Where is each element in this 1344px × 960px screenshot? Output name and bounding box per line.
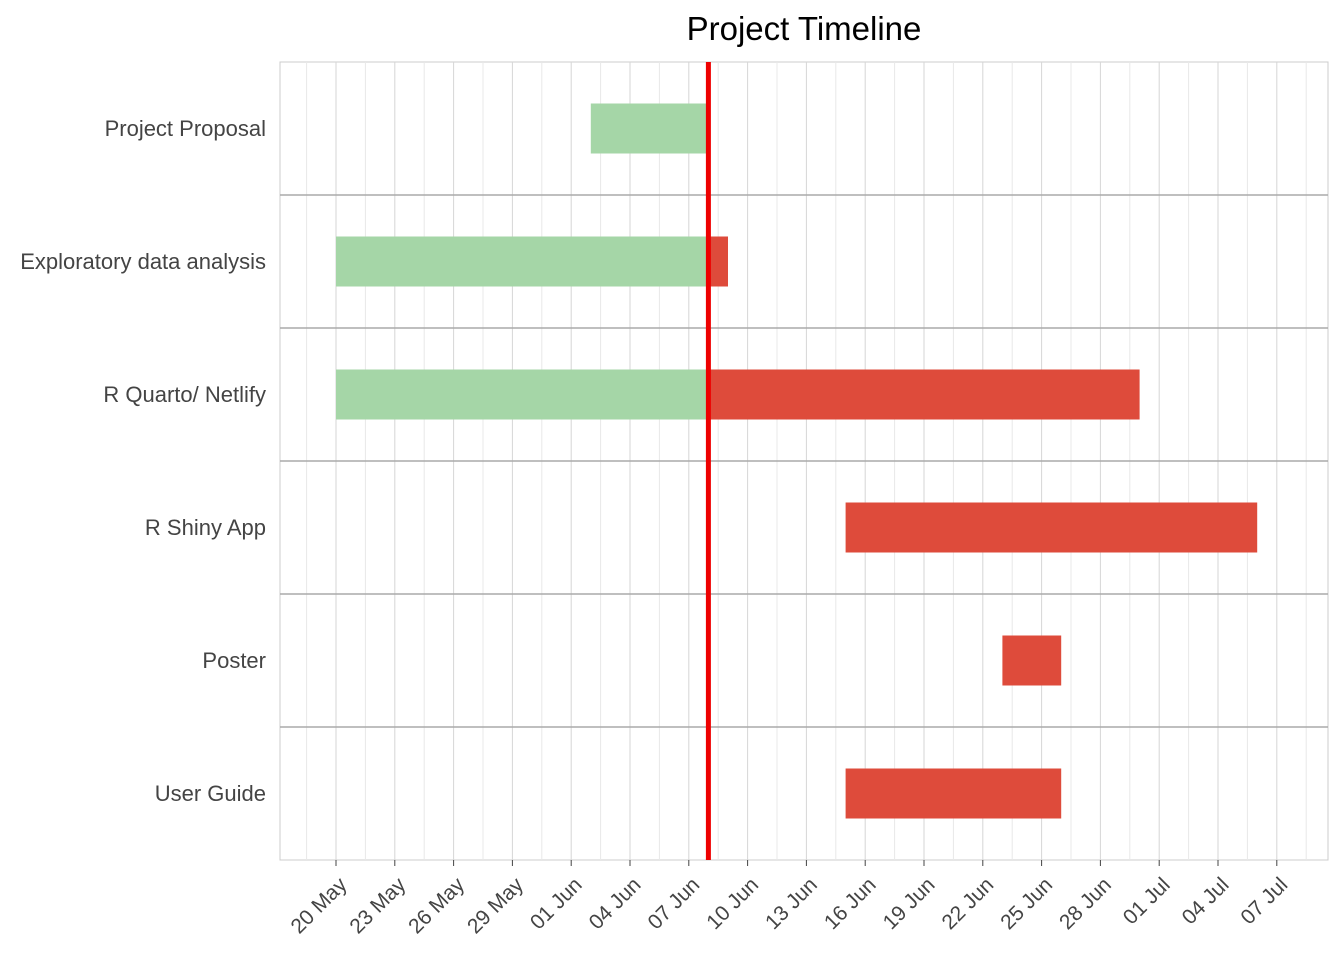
x-tick-label: 22 Jun: [937, 873, 998, 934]
task-bar-completed: [336, 236, 709, 287]
x-tick-label: 04 Jun: [585, 873, 646, 934]
task-bar-remaining: [708, 236, 728, 287]
x-tick-label: 01 Jul: [1119, 873, 1175, 929]
grid-lines: [279, 61, 1329, 861]
task-label: User Guide: [155, 781, 266, 806]
chart-title: Project Timeline: [687, 10, 922, 47]
x-tick-label: 16 Jun: [820, 873, 881, 934]
x-tick-label: 26 May: [404, 873, 469, 938]
x-tick-label: 10 Jun: [702, 873, 763, 934]
task-labels: Project Proposal Exploratory data analysi…: [20, 116, 266, 806]
task-label: Poster: [202, 648, 266, 673]
task-bar-completed: [590, 103, 709, 154]
task-bar-completed: [336, 369, 709, 420]
x-tick-label: 04 Jul: [1178, 873, 1234, 929]
task-bars: [336, 103, 1258, 819]
x-tick-label: 07 Jul: [1236, 873, 1292, 929]
task-bar-remaining: [1002, 635, 1062, 686]
x-tick-label: 28 Jun: [1055, 873, 1116, 934]
task-bar-remaining: [845, 768, 1062, 819]
task-label: R Shiny App: [145, 515, 266, 540]
x-tick-label: 13 Jun: [761, 873, 822, 934]
x-tick-label: 29 May: [463, 873, 528, 938]
task-label: Exploratory data analysis: [20, 249, 266, 274]
task-label: Project Proposal: [105, 116, 266, 141]
x-tick-label: 25 Jun: [996, 873, 1057, 934]
x-tick-label: 19 Jun: [879, 873, 940, 934]
task-bar-remaining: [708, 369, 1140, 420]
x-tick-label: 20 May: [287, 873, 352, 938]
x-tick-label: 07 Jun: [643, 873, 704, 934]
x-tick-label: 23 May: [345, 873, 410, 938]
task-bar-remaining: [845, 502, 1258, 553]
task-label: R Quarto/ Netlify: [103, 382, 266, 407]
x-tick-label: 01 Jun: [526, 873, 587, 934]
